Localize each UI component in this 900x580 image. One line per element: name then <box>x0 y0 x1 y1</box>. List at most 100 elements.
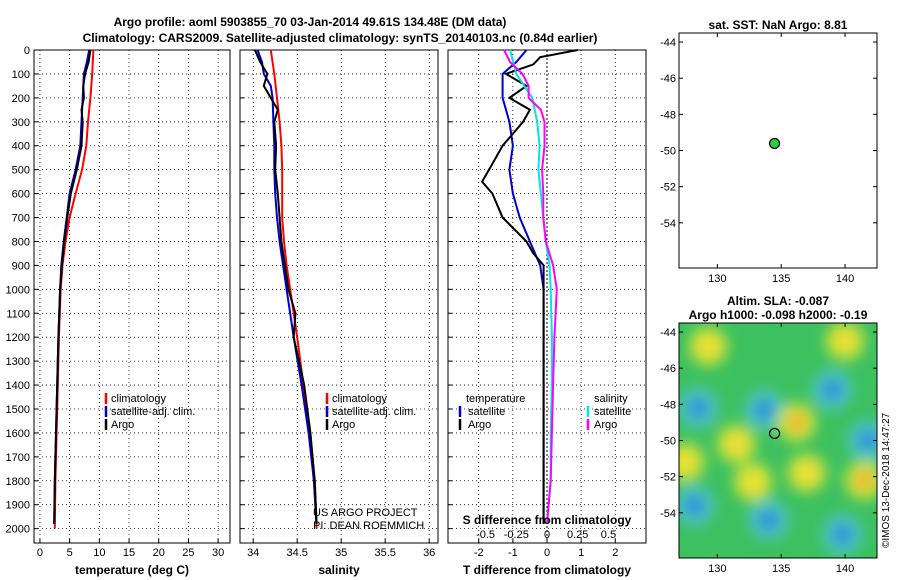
x-tick-label: 135 <box>772 563 790 575</box>
heatmap-cell <box>679 450 698 475</box>
x-tick-label: -1 <box>508 547 518 559</box>
y-tick-label: 1100 <box>6 308 30 320</box>
legend-label: Argo <box>468 419 491 431</box>
s-axis-title: S difference from climatology <box>463 513 632 527</box>
y-tick-label: 1400 <box>6 380 30 392</box>
heatmap-cell <box>833 329 858 354</box>
plot-frame <box>239 49 439 544</box>
x-tick-label: -2 <box>474 547 484 559</box>
y-tick-label: 1300 <box>6 356 30 368</box>
series-line <box>480 49 578 524</box>
y-tick-label: -50 <box>660 436 676 448</box>
legend-label: Argo <box>111 419 134 431</box>
x-tick-label: 10 <box>93 547 105 559</box>
y-tick-label: 700 <box>12 213 30 225</box>
y-tick-label: -52 <box>660 182 676 194</box>
x-tick-label: 5 <box>67 547 73 559</box>
heatmap-layer <box>679 323 877 558</box>
y-tick-label: 800 <box>12 236 30 248</box>
x-tick-label: 1 <box>578 547 584 559</box>
s-tick-label: 0 <box>544 529 550 541</box>
heatmap-cell <box>857 429 877 452</box>
heatmap-cell <box>789 415 804 430</box>
x-tick-label: 140 <box>836 273 854 285</box>
y-tick-label: 400 <box>12 141 30 153</box>
x-tick-label: 130 <box>708 563 726 575</box>
y-tick-label: -48 <box>660 109 676 121</box>
series-line <box>254 49 318 524</box>
heatmap-cell <box>683 494 706 517</box>
x-tick-label: 15 <box>123 547 135 559</box>
y-tick-label: 900 <box>12 260 30 272</box>
map-title: Argo h1000: -0.098 h2000: -0.19 <box>689 308 868 322</box>
y-tick-label: 1600 <box>6 428 30 440</box>
heatmap-blobs <box>679 323 877 555</box>
heatmap-cell <box>696 334 721 359</box>
y-tick-label: 200 <box>12 93 30 105</box>
map-frame <box>678 32 878 269</box>
imos-timestamp: ©IMOS 13-Dec-2018 14:47:27 <box>881 412 892 548</box>
legend-title: salinity <box>594 393 628 405</box>
sst-map-panel: sat. SST: NaN Argo: 8.81 -44 -46 -48 -50 -52 -… <box>660 18 878 285</box>
s-tick-label: 0.5 <box>601 529 616 541</box>
y-tick-label: 300 <box>12 117 30 129</box>
series-line <box>53 49 92 524</box>
legend-label: climatology <box>111 393 167 405</box>
x-tick-label: 2 <box>612 547 618 559</box>
legend-label: climatology <box>332 393 388 405</box>
y-tick-label: -44 <box>660 327 676 339</box>
x-tick-label: 130 <box>708 273 726 285</box>
title-line-1: Argo profile: aoml 5903855_70 03-Jan-201… <box>114 15 507 29</box>
y-tick-label: -52 <box>660 472 676 484</box>
y-tick-label: 1000 <box>6 284 30 296</box>
legend-title: temperature <box>466 393 525 405</box>
legend-label: satellite-adj. clim. <box>111 406 195 418</box>
y-tick-label: -54 <box>660 508 676 520</box>
s-tick-label: 0.25 <box>567 529 588 541</box>
x-tick-label: 140 <box>836 563 854 575</box>
legend-label: Argo <box>594 419 617 431</box>
map-title: sat. SST: NaN Argo: 8.81 <box>709 18 848 32</box>
y-tick-label: -46 <box>660 73 676 85</box>
y-tick-label: 100 <box>12 69 30 81</box>
y-tick-label: -54 <box>660 218 676 230</box>
y-tick-label: 0 <box>24 45 30 57</box>
heatmap-cell <box>831 523 854 546</box>
y-tick-label: 1200 <box>6 332 30 344</box>
heatmap-cell <box>857 473 872 488</box>
x-tick-label: 34.5 <box>286 547 307 559</box>
s-tick-label: -0.25 <box>504 529 529 541</box>
x-tick-label: 0 <box>37 547 43 559</box>
y-tick-label: 2000 <box>6 524 30 536</box>
difference-panel: -2 -1 0 1 2 T difference from climatology S di… <box>447 49 647 577</box>
x-axis-label: salinity <box>318 563 360 577</box>
salinity-panel: 34 34.5 35 35.5 36 salinity climatologysatelli… <box>239 49 439 577</box>
legend-label: satellite <box>594 406 631 418</box>
x-tick-label: 36 <box>423 547 435 559</box>
y-tick-label: 1800 <box>6 476 30 488</box>
x-tick-label: 0 <box>544 547 550 559</box>
series-line <box>503 49 558 524</box>
s-tick-label: -0.5 <box>476 529 495 541</box>
heatmap-cell <box>753 398 776 421</box>
heatmap-cell <box>687 396 710 419</box>
series-line <box>509 49 553 524</box>
heatmap-cell <box>741 470 766 495</box>
x-tick-label: 135 <box>772 273 790 285</box>
y-tick-label: 1500 <box>6 404 30 416</box>
legend-label: satellite-adj. clim. <box>332 406 416 418</box>
x-tick-label: 30 <box>212 547 224 559</box>
heatmap-cell <box>794 461 819 486</box>
x-tick-label: 20 <box>153 547 165 559</box>
map-frame <box>678 322 878 559</box>
legend-label: satellite <box>468 406 505 418</box>
x-tick-label: 25 <box>182 547 194 559</box>
credit-text: US ARGO PROJECT <box>313 507 418 519</box>
heatmap-cell <box>757 509 780 532</box>
plot-frame <box>33 49 231 544</box>
y-tick-label: 1900 <box>6 500 30 512</box>
argo-position-marker <box>768 427 781 440</box>
legend-label: Argo <box>332 419 355 431</box>
